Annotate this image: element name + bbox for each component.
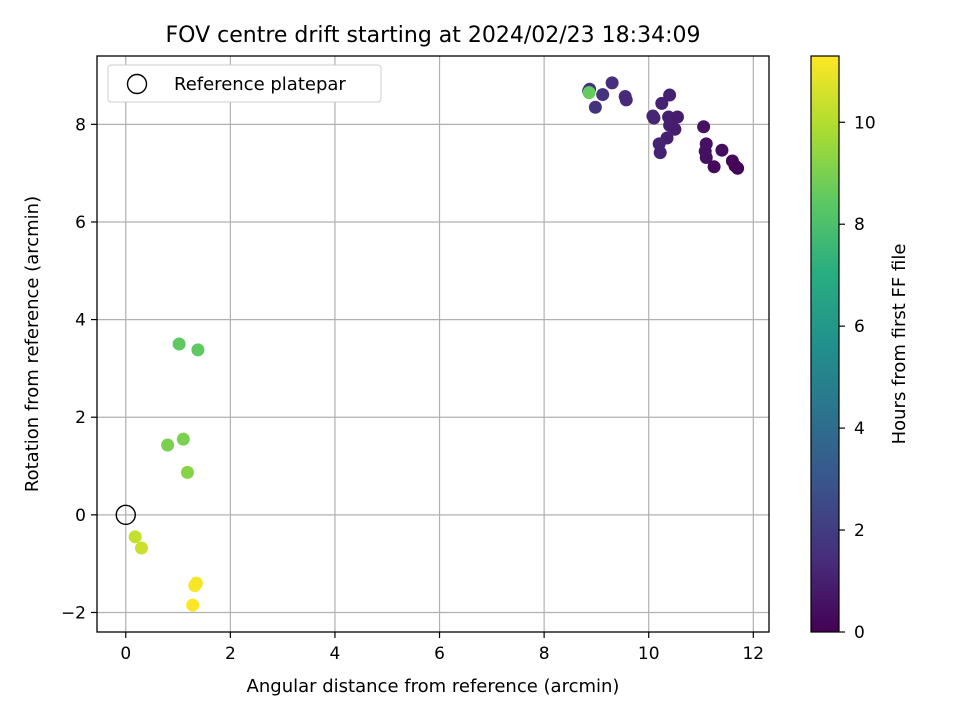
x-axis: 0 2 4 6 8 10 12: [120, 632, 764, 664]
x-tick-label: 6: [434, 644, 445, 664]
y-axis-label: Rotation from reference (arcmin): [22, 196, 43, 492]
data-point: [134, 541, 148, 555]
data-point: [619, 93, 633, 107]
x-tick-label: 0: [120, 644, 131, 664]
data-point: [128, 530, 142, 544]
colorbar-label: Hours from first FF file: [889, 244, 910, 445]
y-tick-label: −2: [61, 603, 86, 623]
data-point: [596, 88, 610, 102]
x-tick-label: 4: [330, 644, 341, 664]
colorbar-tick-label: 0: [854, 623, 865, 643]
data-point: [731, 161, 745, 175]
reference-platepar-marker: [115, 504, 136, 526]
colorbar-tick-label: 4: [854, 419, 865, 439]
legend-box: [107, 64, 382, 103]
data-point: [188, 579, 202, 593]
data-point: [588, 100, 602, 114]
data-point: [670, 110, 684, 124]
x-tick-label: 2: [225, 644, 236, 664]
scatter-points: [115, 76, 745, 612]
data-point: [647, 111, 661, 125]
data-point: [699, 151, 713, 165]
data-point: [180, 465, 194, 479]
data-point: [715, 143, 729, 157]
x-tick-label: 10: [638, 644, 660, 664]
legend-marker: [126, 73, 148, 95]
data-point: [582, 86, 596, 100]
legend: Reference platepar: [107, 64, 382, 103]
colorbar-tick-label: 6: [854, 317, 865, 337]
plot-frame: [96, 55, 770, 633]
y-axis: −2 0 2 4 6 8: [61, 115, 97, 623]
chart-title: FOV centre drift starting at 2024/02/23 …: [166, 23, 701, 48]
data-point: [663, 88, 677, 102]
y-tick-label: 8: [75, 115, 86, 135]
x-axis-label: Angular distance from reference (arcmin): [247, 676, 620, 697]
data-point: [655, 96, 669, 110]
colorbar-tick-label: 8: [854, 215, 865, 235]
data-point: [697, 120, 711, 134]
colorbar-gradient: [810, 55, 840, 633]
data-point: [605, 76, 619, 90]
legend-entry-reference-platepar: Reference platepar: [174, 74, 346, 95]
data-point: [707, 160, 721, 174]
data-point: [172, 337, 186, 351]
data-point: [668, 122, 682, 136]
grid: [97, 56, 769, 632]
x-tick-label: 8: [539, 644, 550, 664]
data-point: [653, 146, 667, 160]
data-point: [176, 432, 190, 446]
data-point: [186, 598, 200, 612]
colorbar-tick-label: 2: [854, 521, 865, 541]
data-point: [191, 343, 205, 357]
y-tick-label: 2: [75, 408, 86, 428]
y-tick-label: 6: [75, 213, 86, 233]
y-tick-label: 4: [75, 311, 86, 331]
colorbar: 0 2 4 6 8 10 Hours from first FF file: [810, 55, 910, 643]
colorbar-ticks: 0 2 4 6 8 10: [839, 113, 876, 643]
x-tick-label: 12: [742, 644, 764, 664]
colorbar-tick-label: 10: [854, 113, 876, 133]
data-point: [161, 438, 175, 452]
y-tick-label: 0: [75, 506, 86, 526]
